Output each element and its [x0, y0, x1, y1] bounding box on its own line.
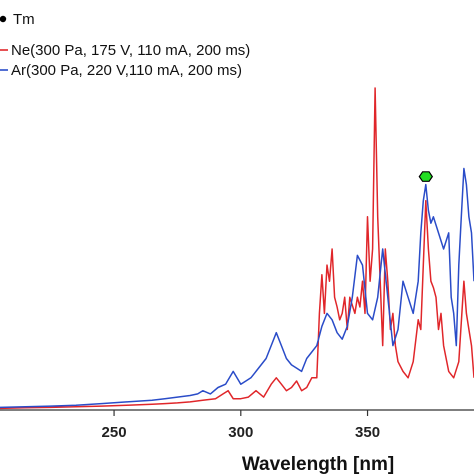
peak-marker-hexagon: [418, 171, 434, 182]
x-axis-ticks: 250 300 350: [102, 410, 380, 441]
legend-tm-dot: [0, 15, 7, 23]
legend-label-tm: Tm: [13, 11, 35, 28]
x-tick-label-300: 300: [228, 424, 253, 441]
series-line-ar: [0, 167, 474, 409]
x-tick-label-250: 250: [102, 424, 127, 441]
legend-label-ar: Ar(300 Pa, 220 V,110 mA, 200 ms): [11, 62, 242, 79]
legend-label-ne: Ne(300 Pa, 175 V, 110 mA, 200 ms): [11, 42, 250, 59]
legend: Tm Ne(300 Pa, 175 V, 110 mA, 200 ms) Ar(…: [0, 11, 250, 79]
x-axis-title: Wavelength [nm]: [242, 454, 394, 474]
series-line-ne: [0, 87, 474, 410]
x-tick-label-350: 350: [355, 424, 380, 441]
series-layer: [0, 87, 474, 410]
